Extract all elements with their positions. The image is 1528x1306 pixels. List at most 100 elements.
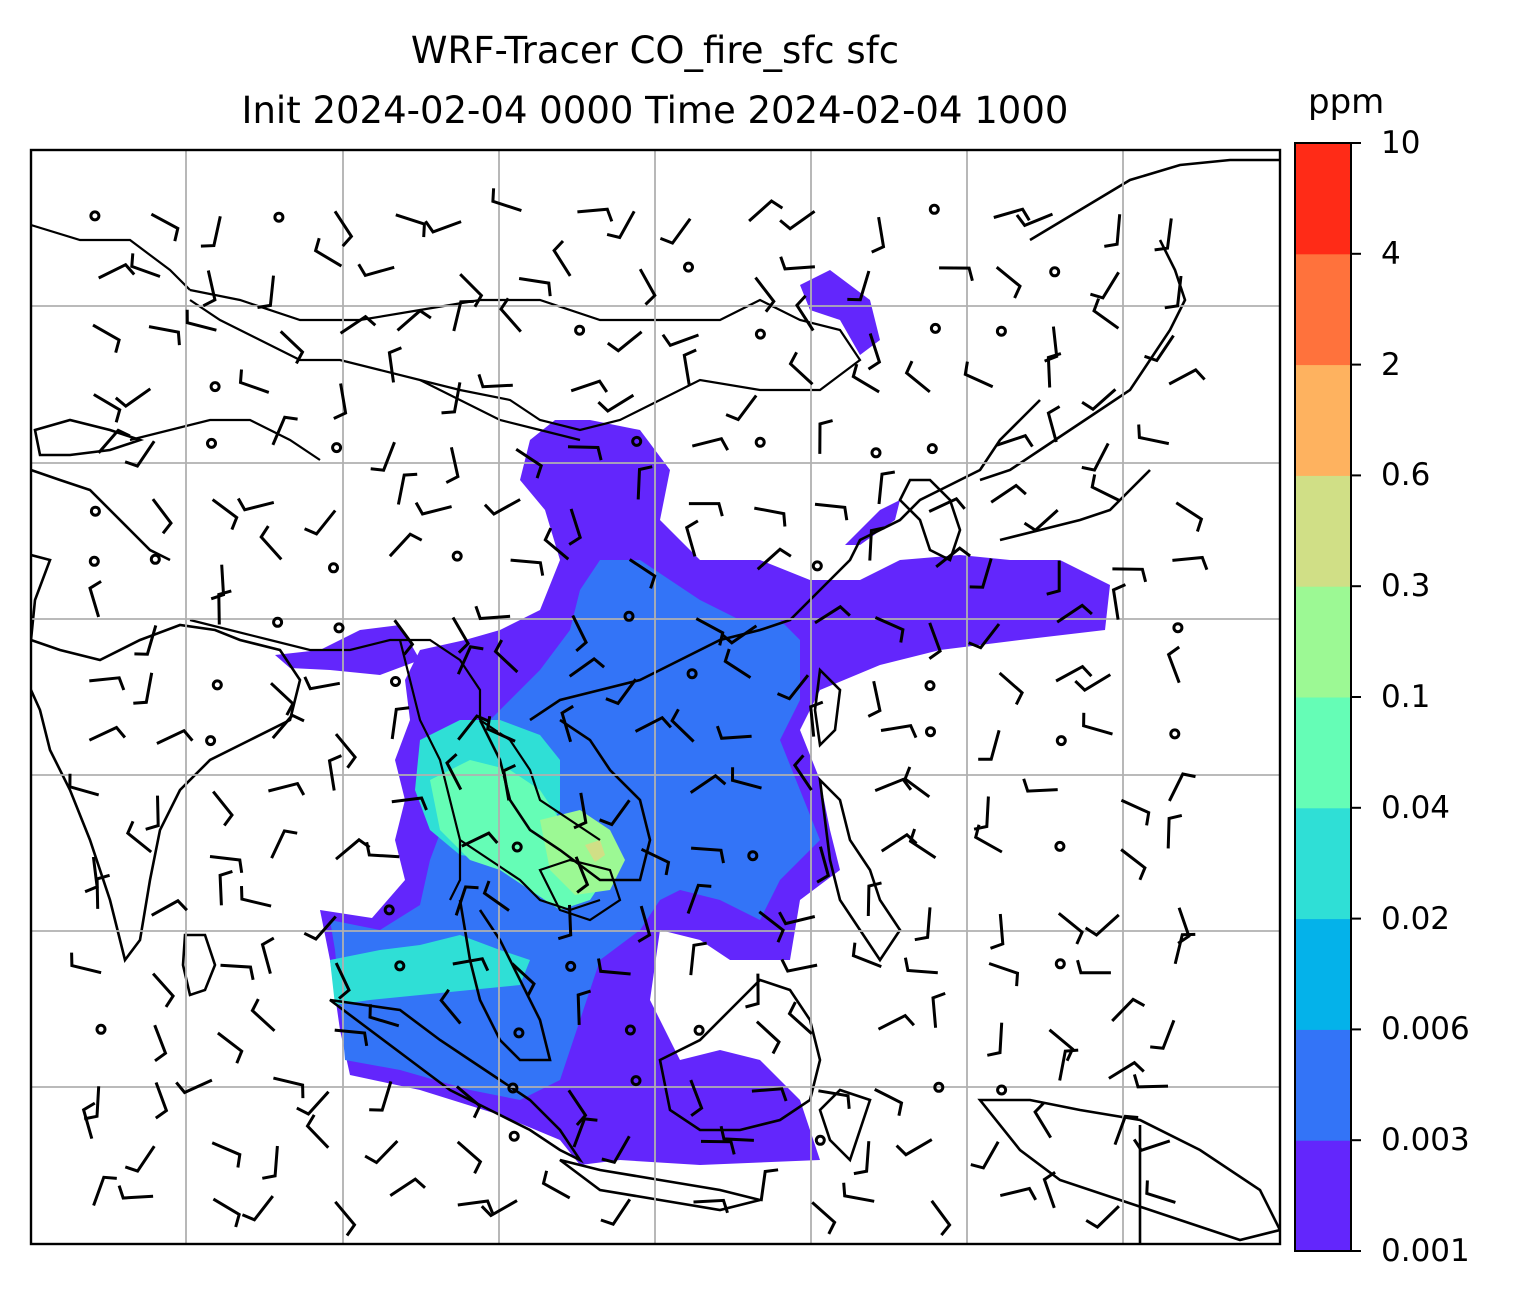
- wind-barb: [818, 419, 833, 454]
- calm-wind-marker: [925, 726, 936, 738]
- wind-barb: [715, 725, 752, 740]
- wind-barb: [145, 795, 160, 831]
- wind-barb: [723, 648, 752, 679]
- wind-barb: [130, 253, 161, 278]
- wind-barb: [1132, 1073, 1169, 1089]
- wind-barb: [200, 215, 222, 248]
- wind-barb: [303, 915, 337, 941]
- wind-barb: [928, 622, 942, 660]
- wind-barb: [238, 369, 270, 394]
- wind-barb: [262, 1145, 279, 1180]
- wind-barb: [1172, 555, 1209, 571]
- wind-barb: [391, 796, 428, 811]
- wind-barb: [689, 773, 727, 794]
- wind-barb: [874, 616, 905, 643]
- wind-barb: [1033, 1101, 1052, 1139]
- wind-barb: [814, 604, 851, 625]
- tracer-region-cyan: [330, 935, 530, 1005]
- map-title-line2: Init 2024-02-04 0000 Time 2024-02-04 100…: [241, 89, 1069, 132]
- colorbar-tick-label: 10: [1381, 125, 1421, 161]
- wind-barb: [573, 792, 588, 830]
- calm-wind-marker: [331, 442, 343, 454]
- border-kazakh: [129, 418, 321, 461]
- wind-barb: [745, 973, 760, 1009]
- wind-barbs: [68, 188, 1209, 1237]
- wind-barb: [456, 1140, 483, 1174]
- wind-barb: [577, 207, 614, 222]
- wind-barb: [518, 277, 552, 297]
- wind-barb: [1084, 913, 1120, 937]
- wind-barb: [209, 855, 244, 874]
- wind-barb: [1166, 645, 1181, 684]
- wind-barb: [1023, 508, 1059, 533]
- wind-barb: [574, 856, 590, 894]
- wind-barb: [867, 333, 882, 371]
- wind-barb: [134, 624, 158, 656]
- wind-barb: [867, 680, 882, 718]
- wind-barb: [1166, 813, 1183, 849]
- wind-barb: [185, 309, 217, 332]
- wind-barb: [1058, 1048, 1079, 1081]
- wind-barb: [260, 936, 275, 974]
- wind-barb: [719, 1125, 754, 1142]
- wind-barb: [880, 724, 918, 739]
- wind-barb: [387, 346, 402, 383]
- map-title-line1: WRF-Tracer CO_fire_sfc sfc: [410, 29, 900, 72]
- wind-barb: [597, 958, 631, 976]
- co-fire-tracer-fill: [275, 270, 1110, 1165]
- wind-barb: [1175, 501, 1204, 532]
- calm-wind-marker: [926, 443, 938, 455]
- lat-lon-gridlines: [31, 150, 1280, 1244]
- wind-barb: [684, 519, 699, 557]
- wind-barb: [1144, 334, 1175, 363]
- wind-barb: [257, 275, 275, 309]
- wind-barb: [211, 498, 239, 531]
- calm-wind-marker: [624, 1024, 636, 1036]
- coast-sulawesi: [818, 1088, 872, 1163]
- coast-philippines: [818, 776, 902, 963]
- wind-barb: [1076, 959, 1111, 975]
- wind-barb: [327, 754, 343, 791]
- colorbar-tick-label: 0.3: [1381, 568, 1431, 605]
- calm-wind-marker: [631, 435, 643, 447]
- wind-barb: [576, 989, 592, 1025]
- calm-wind-marker: [870, 447, 882, 459]
- wind-barb: [1164, 275, 1183, 310]
- calm-wind-marker: [390, 676, 401, 687]
- wind-barb: [1154, 218, 1173, 252]
- wind-barb: [606, 330, 643, 353]
- colorbar-tick-label: 0.02: [1381, 900, 1451, 937]
- wind-barb: [874, 777, 913, 792]
- wind-barb: [1111, 997, 1146, 1022]
- wind-barb: [754, 506, 787, 527]
- wind-barb: [1089, 271, 1120, 300]
- calm-wind-marker: [89, 210, 101, 222]
- wind-barb: [866, 881, 882, 917]
- map-frame: [29, 148, 1282, 1246]
- calm-wind-marker: [1054, 840, 1066, 852]
- wind-barb: [369, 1080, 393, 1112]
- wind-barb: [457, 1199, 494, 1214]
- calm-wind-marker: [693, 1024, 705, 1036]
- wind-barb: [270, 829, 298, 859]
- calm-wind-marker: [1169, 728, 1181, 740]
- wind-barb: [125, 820, 153, 854]
- wind-barb: [68, 773, 100, 797]
- wind-barb: [364, 1139, 399, 1165]
- calm-wind-marker: [211, 679, 223, 691]
- calm-wind-marker: [149, 553, 161, 565]
- wind-barb: [303, 676, 341, 691]
- calm-wind-marker: [1049, 266, 1061, 278]
- wind-barb: [968, 623, 1001, 650]
- wind-barb: [271, 415, 298, 446]
- wind-barb: [851, 363, 880, 394]
- wind-barb: [778, 911, 816, 926]
- wind-barb: [605, 678, 638, 706]
- calm-wind-marker: [933, 1081, 945, 1093]
- wind-barb: [457, 714, 490, 741]
- border-myanmar: [398, 639, 462, 901]
- wind-barb: [853, 1141, 871, 1176]
- wind-barb: [1168, 772, 1196, 802]
- wind-barb: [81, 1101, 96, 1140]
- wind-barb: [483, 498, 521, 516]
